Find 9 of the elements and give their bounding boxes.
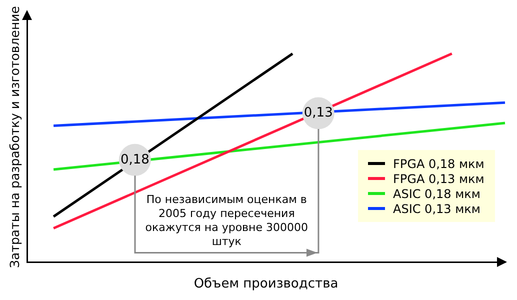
legend-label: ASIC 0,18 мкм [393, 186, 480, 200]
annotation: 0,13 [304, 106, 333, 121]
annotation: 0,18 [120, 152, 150, 168]
x-axis-title: Объем производства [194, 276, 338, 292]
legend-label: FPGA 0,18 мкм [393, 156, 484, 170]
y-axis-title: Затраты на разработку и изготовление [6, 6, 22, 268]
legend-label: ASIC 0,13 мкм [393, 202, 480, 216]
annotation: По независимым оценкам в 2005 году пересечения окажутся на уровне 300000 штук [144, 193, 309, 249]
legend-label: FPGA 0,13 мкм [393, 172, 484, 186]
